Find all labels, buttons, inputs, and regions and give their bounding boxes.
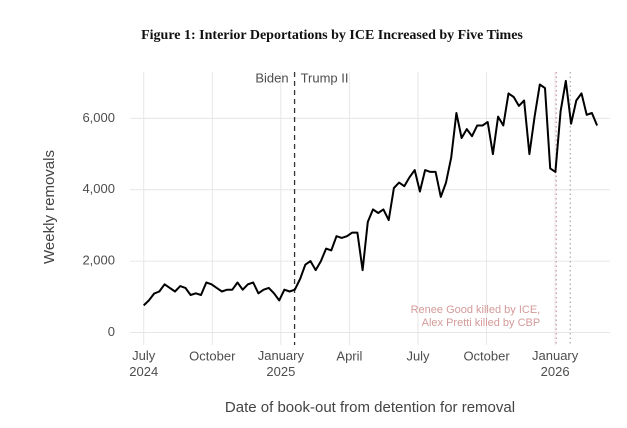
annotation: Alex Pretti killed by CBP	[422, 317, 541, 329]
annotation: Biden	[255, 70, 288, 85]
x-tick-label: July	[406, 348, 430, 363]
x-axis-title: Date of book-out from detention for remo…	[225, 399, 515, 416]
annotation: Trump II	[301, 70, 349, 85]
y-tick-label: 6,000	[82, 110, 115, 125]
y-axis-title: Weekly removals	[41, 150, 58, 264]
x-tick-label: January 2026	[532, 348, 579, 379]
x-tick-label: October	[463, 348, 510, 363]
data-line	[143, 79, 599, 307]
y-tick-label: 0	[108, 324, 115, 339]
y-tick-label: 4,000	[82, 181, 115, 196]
x-tick-label: April	[336, 348, 362, 363]
x-tick-label: January 2025	[258, 348, 305, 379]
y-tick-label: 2,000	[82, 253, 115, 268]
chart-title: Figure 1: Interior Deportations by ICE I…	[141, 28, 523, 43]
x-tick-label: October	[189, 348, 236, 363]
x-tick-label: July 2024	[129, 348, 158, 379]
annotation: Renee Good killed by ICE,	[411, 304, 541, 316]
